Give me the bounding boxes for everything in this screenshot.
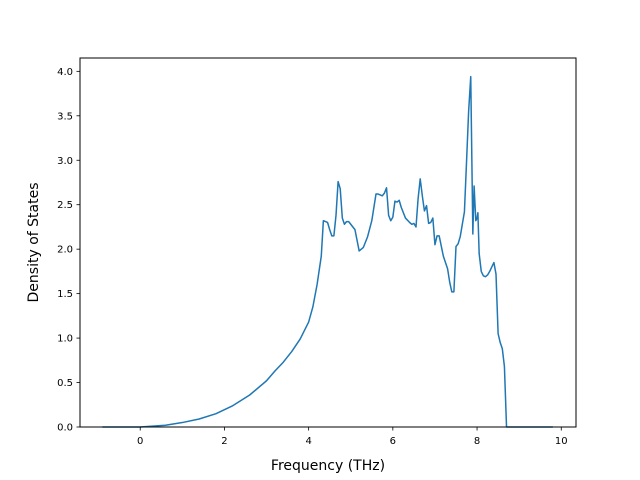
x-tick-label: 2: [221, 436, 227, 447]
y-tick-label: 1.5: [57, 289, 73, 300]
y-tick-label: 2.0: [57, 245, 73, 256]
x-tick-label: 4: [305, 436, 311, 447]
y-tick-label: 4.0: [57, 67, 73, 78]
x-tick-label: 6: [390, 436, 396, 447]
y-tick-label: 3.0: [57, 156, 73, 167]
x-tick-label: 10: [555, 436, 568, 447]
y-tick-label: 0.5: [57, 378, 73, 389]
plot-frame: [79, 57, 577, 428]
y-tick-label: 1.0: [57, 334, 73, 345]
y-axis: 0.0 0.5 1.0 1.5 2.0 2.5 3.0 3.5 4.0: [57, 67, 80, 434]
y-axis-label: Density of States: [26, 183, 42, 303]
series-line-0: [102, 75, 553, 428]
y-tick-label: 0.0: [57, 423, 73, 434]
series-layer: [102, 75, 553, 428]
x-tick-label: 8: [474, 436, 480, 447]
y-tick-label: 3.5: [57, 111, 73, 122]
x-axis-label: Frequency (THz): [271, 458, 385, 474]
y-tick-label: 2.5: [57, 200, 73, 211]
x-tick-label: 0: [137, 436, 143, 447]
x-axis: 0 2 4 6 8 10: [137, 427, 568, 447]
